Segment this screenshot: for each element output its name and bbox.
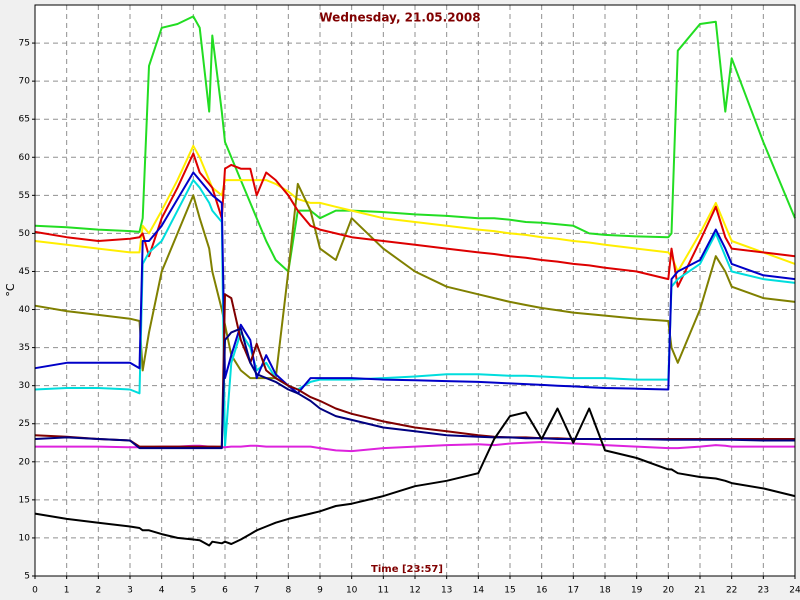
y-tick-label: 25 xyxy=(19,419,30,429)
x-tick-label: 24 xyxy=(789,586,800,596)
y-tick-label: 55 xyxy=(19,191,30,201)
y-tick-label: 75 xyxy=(19,39,30,49)
x-tick-label: 14 xyxy=(473,586,485,596)
x-tick-label: 22 xyxy=(726,586,737,596)
series-line xyxy=(34,171,796,395)
chart-title: Wednesday, 21.05.2008 xyxy=(319,11,480,25)
y-tick-label: 5 xyxy=(24,572,30,582)
y-tick-label: 40 xyxy=(19,305,31,315)
y-tick-label: 70 xyxy=(19,77,31,87)
y-tick-label: 45 xyxy=(19,267,30,277)
x-tick-label: 12 xyxy=(409,586,420,596)
y-tick-label: 30 xyxy=(19,381,31,391)
x-tick-label: 20 xyxy=(663,586,675,596)
x-tick-label: 7 xyxy=(254,586,260,596)
x-tick-label: 18 xyxy=(599,586,611,596)
x-tick-label: 21 xyxy=(694,586,705,596)
y-axis-label: °C xyxy=(4,283,17,297)
y-tick-label: 20 xyxy=(19,457,31,467)
series-line xyxy=(34,182,796,380)
x-tick-label: 11 xyxy=(378,586,389,596)
x-tick-label: 6 xyxy=(222,586,228,596)
x-axis-label: Time [23:57] xyxy=(371,564,443,575)
x-tick-label: 0 xyxy=(32,586,38,596)
series-line xyxy=(34,407,796,547)
x-tick-label: 9 xyxy=(317,586,323,596)
y-tick-label: 35 xyxy=(19,343,30,353)
grid xyxy=(34,5,796,577)
x-tick-label: 15 xyxy=(504,586,515,596)
x-tick-label: 1 xyxy=(64,586,70,596)
x-tick-label: 5 xyxy=(190,586,196,596)
x-tick-label: 19 xyxy=(631,586,643,596)
series-line xyxy=(34,152,796,288)
x-tick-label: 23 xyxy=(758,586,769,596)
series-line xyxy=(34,15,796,273)
plot-area xyxy=(35,5,795,576)
lines xyxy=(34,15,796,547)
x-tick-label: 3 xyxy=(127,586,133,596)
series-line xyxy=(34,144,796,273)
x-tick-label: 10 xyxy=(346,586,358,596)
x-tick-label: 4 xyxy=(159,586,165,596)
y-tick-label: 15 xyxy=(19,495,30,505)
y-tick-label: 10 xyxy=(19,533,31,543)
x-tick-label: 8 xyxy=(285,586,291,596)
y-tick-label: 65 xyxy=(19,115,30,125)
y-tick-label: 50 xyxy=(19,229,31,239)
x-tick-label: 17 xyxy=(568,586,579,596)
x-tick-label: 2 xyxy=(95,586,101,596)
y-tick-label: 60 xyxy=(19,153,31,163)
x-tick-label: 13 xyxy=(441,586,452,596)
series-line xyxy=(34,327,795,450)
x-tick-label: 16 xyxy=(536,586,548,596)
